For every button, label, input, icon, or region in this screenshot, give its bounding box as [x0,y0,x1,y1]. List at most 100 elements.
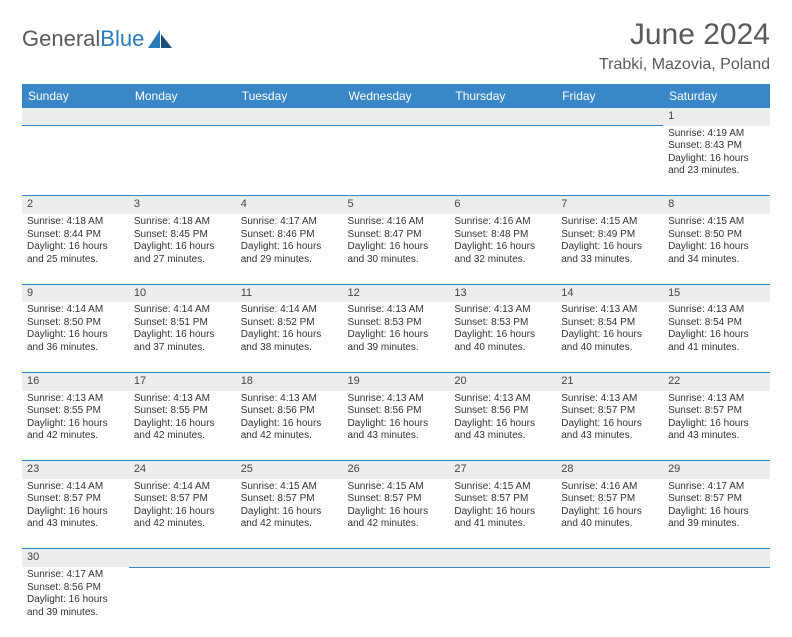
day-header: Friday [556,84,663,108]
daylight-text: Daylight: 16 hours and 43 minutes. [348,418,445,443]
day-number: 18 [236,372,343,390]
sunrise-text: Sunrise: 4:18 AM [134,216,231,229]
sunrise-text: Sunrise: 4:13 AM [561,393,658,406]
day-cell: Sunrise: 4:14 AMSunset: 8:57 PMDaylight:… [129,479,236,549]
sunset-text: Sunset: 8:49 PM [561,229,658,242]
header: GeneralBlue June 2024 Trabki, Mazovia, P… [22,18,770,74]
empty-cell [556,126,663,196]
sunset-text: Sunset: 8:57 PM [668,405,765,418]
day-cell: Sunrise: 4:13 AMSunset: 8:56 PMDaylight:… [236,391,343,461]
day-number: 15 [663,284,770,302]
day-cell: Sunrise: 4:13 AMSunset: 8:57 PMDaylight:… [556,391,663,461]
daylight-text: Daylight: 16 hours and 43 minutes. [27,506,124,531]
day-header: Thursday [449,84,556,108]
empty-cell [556,567,663,637]
sunrise-text: Sunrise: 4:15 AM [561,216,658,229]
daynum-row: 1 [22,108,770,126]
daylight-text: Daylight: 16 hours and 39 minutes. [668,506,765,531]
sunrise-text: Sunrise: 4:15 AM [454,481,551,494]
day-header-row: SundayMondayTuesdayWednesdayThursdayFrid… [22,84,770,108]
sunset-text: Sunset: 8:56 PM [454,405,551,418]
sunrise-text: Sunrise: 4:16 AM [561,481,658,494]
daynum-row: 16171819202122 [22,372,770,390]
day-number: 16 [22,372,129,390]
day-number: 9 [22,284,129,302]
calendar-body: 1Sunrise: 4:19 AMSunset: 8:43 PMDaylight… [22,108,770,637]
sunset-text: Sunset: 8:43 PM [668,140,765,153]
location: Trabki, Mazovia, Poland [599,56,770,74]
sunrise-text: Sunrise: 4:15 AM [348,481,445,494]
day-cell: Sunrise: 4:19 AMSunset: 8:43 PMDaylight:… [663,126,770,196]
sunrise-text: Sunrise: 4:13 AM [454,304,551,317]
empty-cell [663,549,770,567]
sunrise-text: Sunrise: 4:13 AM [348,393,445,406]
sunset-text: Sunset: 8:55 PM [134,405,231,418]
sunrise-text: Sunrise: 4:14 AM [134,481,231,494]
sunrise-text: Sunrise: 4:16 AM [348,216,445,229]
daylight-text: Daylight: 16 hours and 33 minutes. [561,241,658,266]
daylight-text: Daylight: 16 hours and 30 minutes. [348,241,445,266]
logo-sail-icon [146,28,174,50]
day-number: 27 [449,461,556,479]
sunrise-text: Sunrise: 4:16 AM [454,216,551,229]
sunset-text: Sunset: 8:57 PM [454,493,551,506]
day-number: 6 [449,196,556,214]
daylight-text: Daylight: 16 hours and 32 minutes. [454,241,551,266]
day-number: 25 [236,461,343,479]
sunrise-text: Sunrise: 4:14 AM [27,304,124,317]
sunset-text: Sunset: 8:57 PM [348,493,445,506]
sunset-text: Sunset: 8:57 PM [241,493,338,506]
daylight-text: Daylight: 16 hours and 43 minutes. [668,418,765,443]
day-number: 26 [343,461,450,479]
sunrise-text: Sunrise: 4:14 AM [27,481,124,494]
empty-cell [449,567,556,637]
day-number: 3 [129,196,236,214]
daylight-text: Daylight: 16 hours and 25 minutes. [27,241,124,266]
empty-cell [343,567,450,637]
sunrise-text: Sunrise: 4:17 AM [668,481,765,494]
empty-cell [449,549,556,567]
sunrise-text: Sunrise: 4:13 AM [27,393,124,406]
day-number: 24 [129,461,236,479]
day-number: 22 [663,372,770,390]
daylight-text: Daylight: 16 hours and 42 minutes. [134,506,231,531]
day-number: 8 [663,196,770,214]
empty-cell [129,108,236,126]
day-number: 20 [449,372,556,390]
day-header: Sunday [22,84,129,108]
sunset-text: Sunset: 8:48 PM [454,229,551,242]
day-cell: Sunrise: 4:13 AMSunset: 8:56 PMDaylight:… [449,391,556,461]
empty-cell [129,567,236,637]
logo-text-part2: Blue [100,26,144,51]
daylight-text: Daylight: 16 hours and 42 minutes. [27,418,124,443]
sunrise-text: Sunrise: 4:13 AM [668,304,765,317]
sunset-text: Sunset: 8:44 PM [27,229,124,242]
day-cell: Sunrise: 4:14 AMSunset: 8:50 PMDaylight:… [22,302,129,372]
sunset-text: Sunset: 8:54 PM [668,317,765,330]
day-cell: Sunrise: 4:15 AMSunset: 8:50 PMDaylight:… [663,214,770,284]
day-header: Tuesday [236,84,343,108]
daylight-text: Daylight: 16 hours and 36 minutes. [27,329,124,354]
empty-cell [343,126,450,196]
day-cell: Sunrise: 4:13 AMSunset: 8:57 PMDaylight:… [663,391,770,461]
day-cell: Sunrise: 4:14 AMSunset: 8:51 PMDaylight:… [129,302,236,372]
day-number: 14 [556,284,663,302]
daylight-text: Daylight: 16 hours and 39 minutes. [348,329,445,354]
daylight-text: Daylight: 16 hours and 42 minutes. [241,418,338,443]
sunset-text: Sunset: 8:45 PM [134,229,231,242]
sunset-text: Sunset: 8:51 PM [134,317,231,330]
empty-cell [236,126,343,196]
day-cell: Sunrise: 4:13 AMSunset: 8:55 PMDaylight:… [22,391,129,461]
sunset-text: Sunset: 8:54 PM [561,317,658,330]
daynum-row: 30 [22,549,770,567]
sunset-text: Sunset: 8:57 PM [561,405,658,418]
sunrise-text: Sunrise: 4:13 AM [668,393,765,406]
sunset-text: Sunset: 8:56 PM [348,405,445,418]
empty-cell [343,108,450,126]
sunrise-text: Sunrise: 4:13 AM [134,393,231,406]
logo-text-part1: General [22,26,100,51]
day-number: 11 [236,284,343,302]
sunrise-text: Sunrise: 4:13 AM [561,304,658,317]
sunrise-text: Sunrise: 4:14 AM [241,304,338,317]
day-cell: Sunrise: 4:17 AMSunset: 8:46 PMDaylight:… [236,214,343,284]
